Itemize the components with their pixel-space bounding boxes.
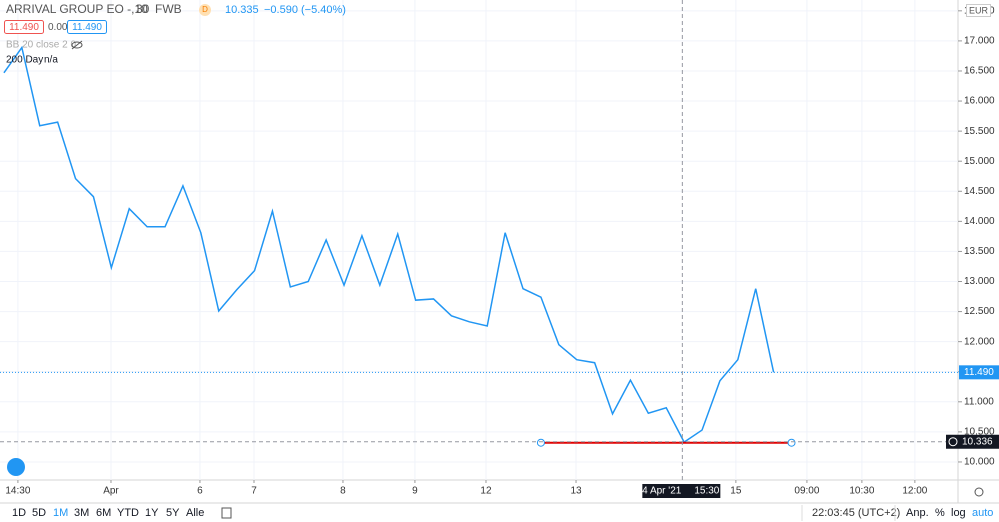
range-buttons: 1D 5D 1M 3M 6M YTD 1Y 5Y Alle <box>12 507 204 519</box>
range-button[interactable]: 1Y <box>145 507 159 519</box>
indicator[interactable]: BB 20 close 2 0 <box>6 40 76 51</box>
y-tick-label: 15.500 <box>964 126 995 137</box>
drawn-line-handle <box>787 438 796 447</box>
range-button[interactable]: 5Y <box>166 507 180 519</box>
crosshair-price-label: 10.336 <box>962 436 993 447</box>
y-tick-label: 10.500 <box>964 427 995 438</box>
date-range-icon[interactable] <box>221 507 232 519</box>
eye-icon[interactable] <box>71 41 83 49</box>
x-tick-label: 09:00 <box>794 486 819 497</box>
x-tick-label: 12:00 <box>902 486 927 497</box>
indicator-value: n/a <box>44 55 58 66</box>
range-button[interactable]: YTD <box>117 507 139 519</box>
y-tick-label: 10.000 <box>964 457 995 468</box>
option[interactable]: % <box>935 507 945 519</box>
x-tick-label: 9 <box>412 486 418 497</box>
range-button[interactable]: 5D <box>32 507 46 519</box>
range-button[interactable]: Alle <box>186 507 204 519</box>
crosshair-date: 14 Apr '21 <box>637 486 682 497</box>
plot <box>3 45 775 444</box>
y-tick-label: 14.500 <box>964 186 995 197</box>
y-tick-label: 12.500 <box>964 306 995 317</box>
x-tick-label: 10:30 <box>849 486 874 497</box>
legend-box <box>4 20 44 34</box>
option[interactable]: log <box>951 507 966 519</box>
x-tick-label: 12 <box>480 486 492 497</box>
option[interactable]: auto <box>972 507 993 519</box>
grid: 10.00010.50011.00011.50012.00012.50013.0… <box>0 0 995 497</box>
y-tick-label: 15.000 <box>964 156 995 167</box>
last-price-label: 11.490 <box>964 367 994 378</box>
overlay: 11.490 10.336 14 Apr '21 15:30 <box>0 0 999 498</box>
legend-box <box>67 20 107 34</box>
y-tick-label: 12.000 <box>964 336 995 347</box>
x-tick-label: 8 <box>340 486 346 497</box>
x-tick-label: 7 <box>251 486 257 497</box>
y-tick-label: 14.000 <box>964 216 995 227</box>
y-tick-label: 11.000 <box>964 396 994 407</box>
eye-icon <box>71 40 83 50</box>
interval: 30 <box>136 2 150 16</box>
currency: EUR <box>969 5 989 15</box>
x-tick-label: 15 <box>730 486 742 497</box>
symbol: ARRIVAL GROUP EO -,10 <box>6 2 148 16</box>
crosshair-time: 15:30 <box>694 486 719 497</box>
currency-box <box>966 4 991 17</box>
y-tick-label: 16.000 <box>964 96 995 107</box>
legend-value: 11.490 <box>72 22 102 33</box>
y-tick-label: 17.000 <box>964 36 995 47</box>
clock: 22:03:45 (UTC+2) <box>812 507 900 519</box>
change: −0.590 (−5.40%) <box>264 4 346 16</box>
indicator[interactable]: 200 Day <box>6 55 43 66</box>
crosshair-time-box <box>642 484 721 498</box>
last-value: 10.335 <box>225 4 259 16</box>
range-button[interactable]: 6M <box>96 507 111 519</box>
x-tick-label: 14:30 <box>5 486 30 497</box>
settings-icon[interactable] <box>974 487 984 497</box>
y-tick-label: 13.000 <box>964 276 995 287</box>
y-tick-label: 13.500 <box>964 246 995 257</box>
plus-icon <box>948 437 958 447</box>
legend-value: 0.000 <box>48 22 73 33</box>
last-price-box <box>959 365 999 380</box>
drawn-line-handle <box>536 438 545 447</box>
price-line <box>3 45 775 444</box>
y-tick-label: 16.500 <box>964 66 995 77</box>
exchange: FWB <box>155 2 182 16</box>
option[interactable]: Anp. <box>906 507 929 519</box>
legend-value: 11.490 <box>9 22 39 33</box>
badge: D <box>202 5 208 14</box>
range-button[interactable]: 1D <box>12 507 26 519</box>
range-button[interactable]: 1M <box>53 507 68 519</box>
x-tick-label: 13 <box>570 486 582 497</box>
logo[interactable] <box>7 458 25 476</box>
range-button[interactable]: 3M <box>74 507 89 519</box>
x-tick-label: Apr <box>103 486 119 497</box>
x-tick-label: 6 <box>197 486 203 497</box>
badge-bg <box>199 4 211 16</box>
crosshair-price-box <box>946 434 999 449</box>
